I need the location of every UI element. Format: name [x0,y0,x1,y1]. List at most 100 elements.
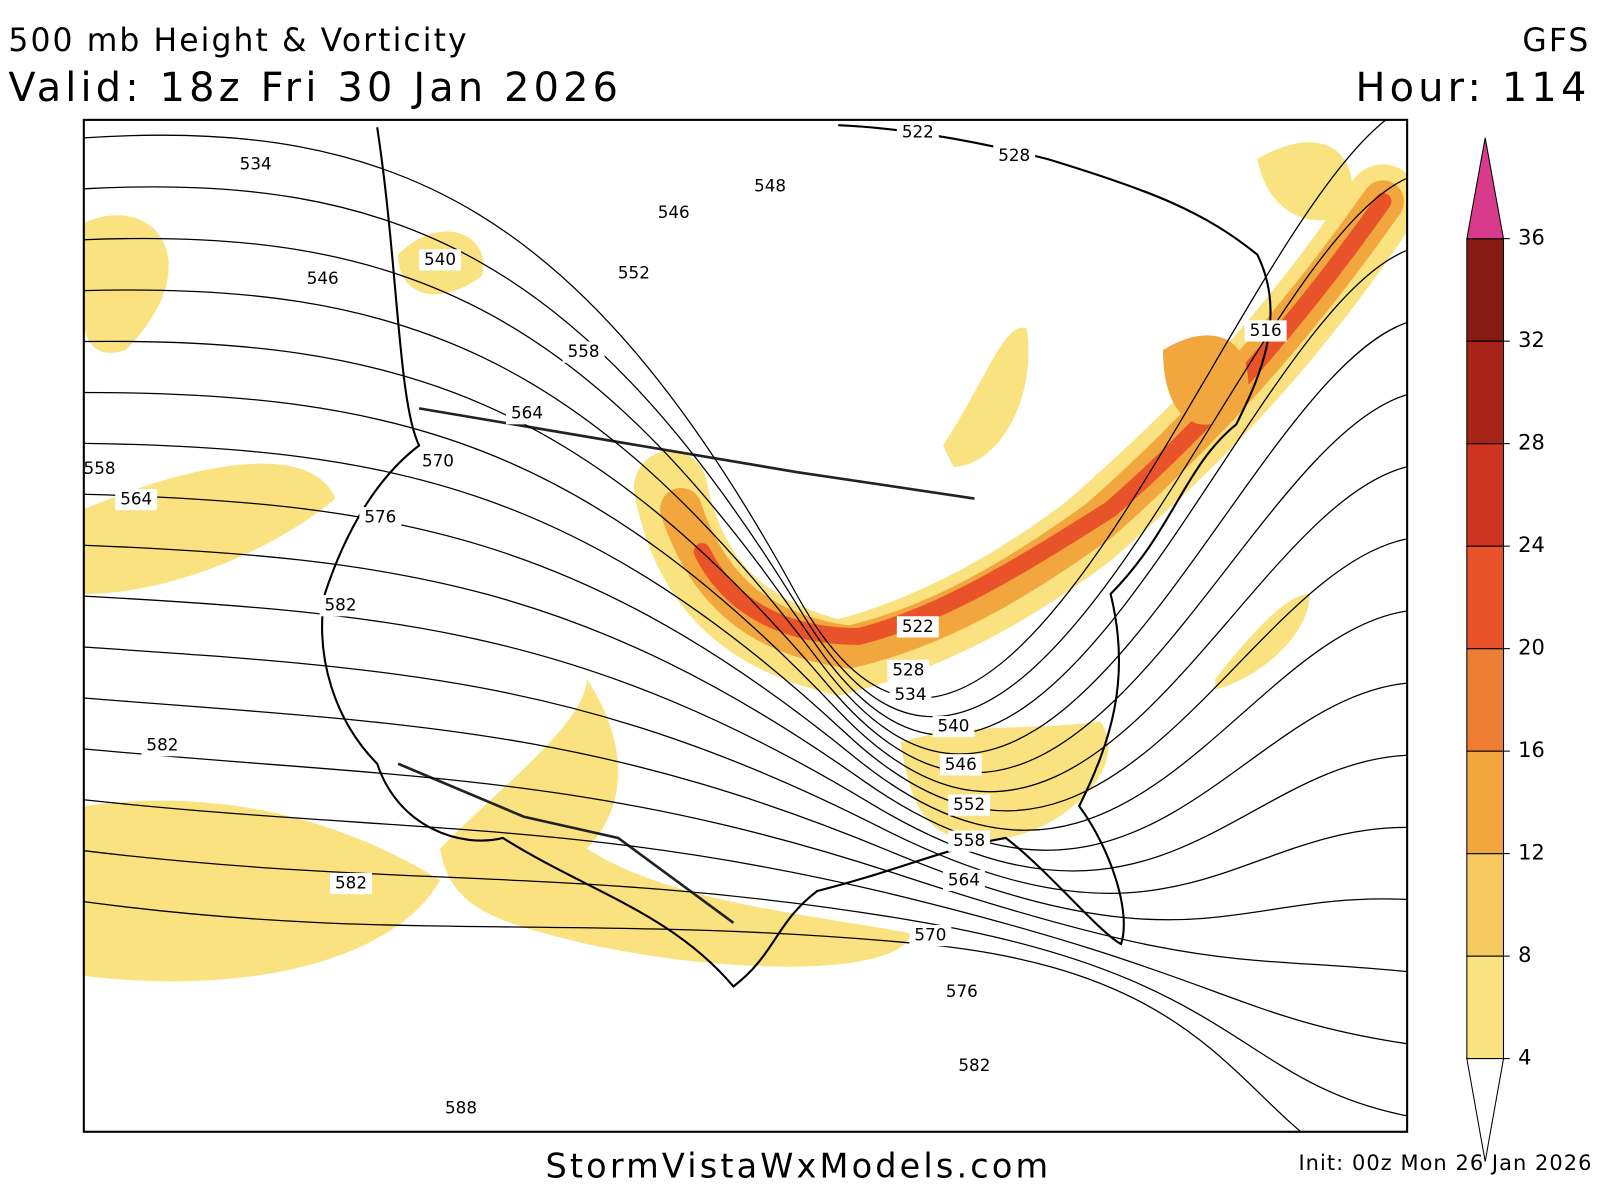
contour-label: 564 [948,869,980,889]
contour-label-bg [506,403,548,425]
contour-label: 540 [937,716,969,736]
contour-label-bg [440,1097,482,1120]
contour-label: 528 [892,659,924,679]
contour-label-bg [909,924,952,947]
contour-label-bg [612,263,655,285]
height-contours [83,119,1408,1132]
colorbar-segment [1466,443,1505,547]
contour-label: 546 [307,268,339,288]
contour-label-bg [948,794,991,816]
title: 500 mb Height & Vorticity [8,23,468,59]
colorbar-label: 24 [1518,532,1545,557]
colorbar-segment [1466,238,1505,342]
colorbar-label: 28 [1518,430,1545,455]
contour [83,340,1408,774]
colorbar-segment [1466,545,1505,650]
colorbar-under [1466,1058,1505,1162]
contour-label: 546 [945,754,977,774]
contour-label: 582 [146,735,178,755]
contour [83,119,1388,699]
contour-label-bg [83,458,121,480]
contour-label-bg [942,869,985,891]
contour-label: 528 [998,145,1030,165]
contour-label-bg [993,145,1036,167]
contour-label-bg [417,450,459,473]
contour [83,595,1408,872]
init-time: Init: 00z Mon 26 Jan 2026 [1298,1150,1592,1175]
colorbar-label: 32 [1518,327,1545,352]
contour-label: 540 [424,249,456,269]
map: 5345465405465485525585645705765825585645… [83,119,1408,1132]
contour-label: 516 [1250,320,1282,340]
contour-label-bg [948,830,991,852]
contour-label: 582 [335,873,367,893]
colorbar-segment [1466,955,1505,1060]
contour [83,391,1408,793]
contour-label: 576 [946,981,978,1001]
contour-label: 546 [658,202,690,222]
contour [83,850,1408,1117]
contour-label-bg [141,735,184,757]
contour-label-bg [301,268,344,290]
contour [83,442,1408,812]
colorbar: 4 8 12 16 20 24 28 32 36 [1466,137,1545,1162]
contour-label: 582 [325,595,357,615]
contour-label-bg [419,249,462,271]
contour-label: 564 [120,489,152,509]
colorbar-label: 20 [1518,635,1545,660]
valid-time: Valid: 18z Fri 30 Jan 2026 [8,65,622,111]
borders [397,407,975,924]
contour [83,646,1408,894]
contour-label-bg [359,507,402,529]
contour [83,289,1408,755]
contour-label-bg [115,488,158,511]
contour-label: 552 [953,794,985,814]
contour-label: 570 [914,924,946,944]
colorbar-segment [1466,853,1505,957]
contour-label-bg [896,616,939,638]
site: StormVistaWxModels.com [545,1146,1051,1185]
colorbar-label: 36 [1518,225,1545,250]
contour [83,799,1408,1045]
contour [83,900,1302,1132]
contour-label-bg [940,981,983,1003]
contour-label: 558 [953,830,985,850]
contour-label-bg [652,202,695,224]
contour [83,697,1408,921]
colorbar-segment [1466,648,1505,752]
colorbar-label: 12 [1518,840,1545,865]
contour-label-bg [889,684,932,706]
contour-labels: 5345465405465485525585645705765825585645… [83,121,1287,1120]
contour-label: 564 [511,403,543,423]
contour-label: 552 [618,263,650,283]
contour-label-bg [749,176,792,198]
contour-label: 588 [445,1097,477,1117]
contour [83,544,1408,851]
contour-label-bg [234,153,277,176]
colorbar-label: 16 [1518,737,1545,762]
contour-label: 534 [240,153,272,173]
contour-label: 548 [754,176,786,196]
contour-label-bg [562,341,605,363]
coastline [321,124,1272,988]
forecast-hour: Hour: 114 [1356,65,1591,111]
colorbar-over [1466,137,1505,240]
contour-label-bg [939,754,982,776]
contour-label: 558 [568,341,600,361]
contour-label-bg [1244,320,1287,342]
contour-label: 558 [84,458,116,478]
contour [83,493,1408,831]
contour [83,177,1408,718]
contour-label: 570 [422,450,454,470]
contour-label: 534 [894,684,926,704]
contour-label: 522 [902,616,934,636]
model: GFS [1522,23,1590,59]
contour [83,748,1408,973]
contour-label-bg [887,659,930,681]
contour-label: 582 [958,1055,990,1075]
map-frame [82,118,1409,1133]
colorbar-segment [1466,340,1505,445]
contour-label-bg [896,121,939,144]
contour-label-bg [319,595,362,617]
